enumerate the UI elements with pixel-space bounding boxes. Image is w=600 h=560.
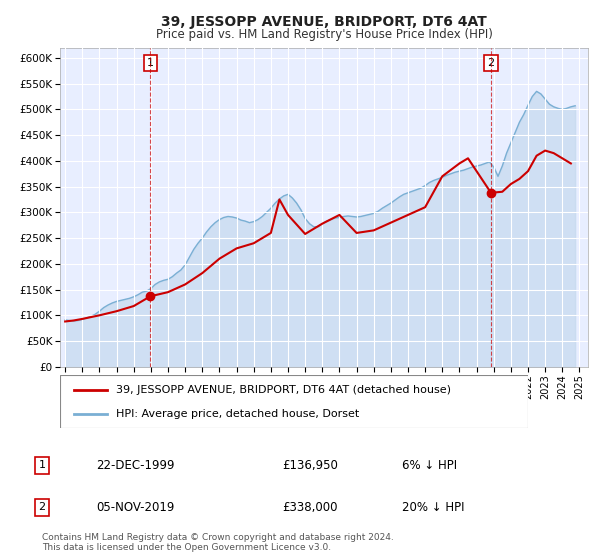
Text: 05-NOV-2019: 05-NOV-2019: [96, 501, 175, 514]
Text: £338,000: £338,000: [282, 501, 337, 514]
Text: £136,950: £136,950: [282, 459, 338, 472]
FancyBboxPatch shape: [60, 375, 528, 428]
Text: 1: 1: [38, 460, 46, 470]
Text: 22-DEC-1999: 22-DEC-1999: [96, 459, 175, 472]
Text: 1: 1: [147, 58, 154, 68]
Text: 20% ↓ HPI: 20% ↓ HPI: [402, 501, 464, 514]
Text: 6% ↓ HPI: 6% ↓ HPI: [402, 459, 457, 472]
Text: 2: 2: [487, 58, 494, 68]
Text: 2: 2: [38, 502, 46, 512]
Text: HPI: Average price, detached house, Dorset: HPI: Average price, detached house, Dors…: [116, 408, 359, 418]
Text: Price paid vs. HM Land Registry's House Price Index (HPI): Price paid vs. HM Land Registry's House …: [155, 28, 493, 41]
Text: 39, JESSOPP AVENUE, BRIDPORT, DT6 4AT: 39, JESSOPP AVENUE, BRIDPORT, DT6 4AT: [161, 15, 487, 29]
Text: 39, JESSOPP AVENUE, BRIDPORT, DT6 4AT (detached house): 39, JESSOPP AVENUE, BRIDPORT, DT6 4AT (d…: [116, 385, 451, 395]
Text: Contains HM Land Registry data © Crown copyright and database right 2024.
This d: Contains HM Land Registry data © Crown c…: [42, 533, 394, 552]
